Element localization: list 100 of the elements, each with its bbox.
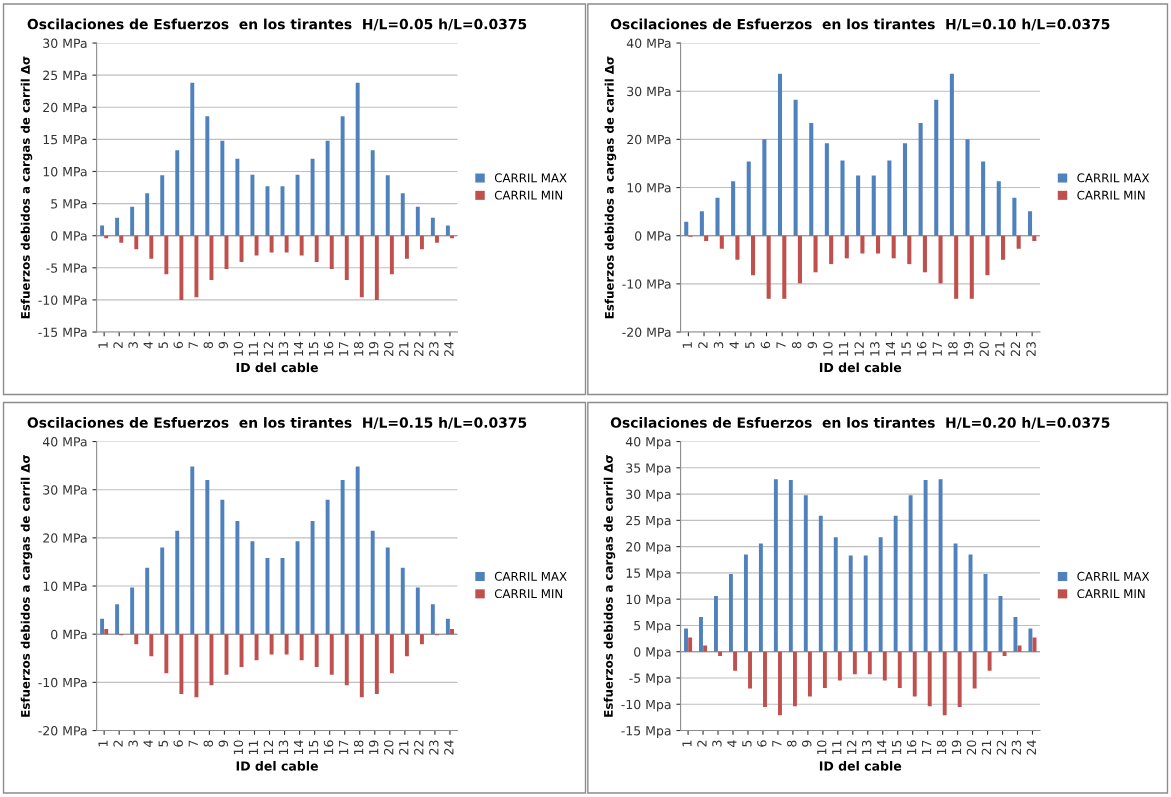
bar [684, 221, 689, 236]
x-tick-label: 7 [772, 740, 782, 747]
x-tick-label: 13 [861, 740, 872, 755]
y-tick-label: 40 MPa [42, 437, 87, 447]
bar [194, 634, 199, 698]
x-tick-label: 14 [293, 740, 304, 755]
x-tick-label: 23 [1011, 740, 1022, 755]
x-tick-label: 3 [128, 342, 138, 349]
bar [863, 555, 868, 652]
y-tick-label: 30 MPa [43, 38, 87, 48]
x-tick-label: 24 [1026, 740, 1036, 755]
bar [688, 637, 693, 652]
x-tick-label: 22 [414, 740, 424, 755]
bar [130, 587, 135, 635]
legend-label: CARRIL MAX [1077, 571, 1150, 581]
legend-label: CARRIL MIN [494, 190, 563, 200]
bar [871, 175, 876, 236]
bar [887, 160, 892, 236]
bar [715, 197, 720, 236]
x-axis-title: ID del cable [236, 362, 318, 373]
bar [445, 225, 450, 236]
bar [385, 547, 390, 635]
x-tick-label: 3 [128, 740, 138, 747]
bar [235, 158, 240, 236]
bar [848, 555, 853, 652]
y-tick-label: -10 Mpa [621, 699, 671, 712]
bar [175, 150, 180, 236]
y-tick-label: 25 Mpa [626, 515, 671, 528]
y-tick-label: -5 Mpa [629, 673, 671, 686]
bar [329, 235, 334, 270]
bar [728, 573, 733, 652]
x-tick-label: 11 [248, 342, 258, 356]
bar [777, 73, 783, 236]
x-tick-label: 9 [807, 341, 818, 349]
y-tick-label: 0 MPa [51, 231, 87, 241]
x-tick-label: 13 [278, 342, 289, 356]
bar [897, 651, 902, 688]
x-tick-label: 23 [429, 342, 439, 357]
bar [190, 466, 195, 635]
bar [965, 139, 970, 236]
x-tick-label: 20 [383, 341, 394, 357]
bar [735, 235, 740, 260]
x-tick-label: 6 [760, 341, 771, 349]
x-tick-label: 24 [444, 740, 454, 755]
x-tick-label: 14 [877, 740, 887, 755]
y-tick-label: 0 MPa [51, 629, 87, 640]
y-tick-label: 10 Mpa [626, 594, 671, 607]
bar [699, 211, 704, 236]
x-tick-label: 15 [308, 740, 319, 755]
bar [807, 651, 812, 697]
x-tick-label: 4 [143, 341, 153, 349]
bar [134, 235, 139, 250]
bar [400, 193, 405, 236]
bar [818, 515, 823, 652]
bar [179, 634, 184, 694]
x-tick-label: 11 [838, 342, 849, 356]
bar [450, 628, 454, 635]
bar [912, 651, 917, 697]
x-tick-label: 17 [932, 342, 942, 356]
bar [891, 235, 896, 259]
bar [1017, 645, 1022, 652]
y-tick-label: 10 MPa [43, 581, 87, 591]
bar [996, 181, 1001, 236]
bar [389, 634, 394, 674]
x-tick-label: 14 [293, 341, 304, 356]
bar [179, 235, 184, 300]
bar [957, 651, 962, 707]
bar [782, 235, 787, 299]
bar [954, 235, 959, 299]
bar [314, 235, 319, 263]
bar [718, 651, 723, 656]
bar [299, 634, 304, 661]
x-tick-label: 19 [951, 740, 962, 755]
bar [719, 235, 724, 249]
y-tick-label: 20 MPa [43, 102, 87, 113]
x-tick-label: 10 [823, 341, 833, 356]
bar [265, 186, 270, 236]
bar [746, 161, 751, 236]
x-tick-label: 19 [368, 341, 379, 356]
bar [778, 651, 782, 716]
x-tick-label: 2 [697, 740, 707, 747]
bar [969, 235, 974, 299]
bar [882, 651, 887, 681]
y-tick-label: 5 MPa [51, 199, 87, 209]
bar [419, 235, 424, 250]
x-tick-label: 1 [98, 342, 108, 348]
bar [902, 143, 908, 236]
x-tick-label: 16 [323, 740, 334, 755]
bar [115, 604, 120, 635]
bar [254, 634, 259, 661]
x-tick-label: 17 [339, 342, 349, 356]
y-tick-label: 25 MPa [43, 70, 87, 81]
x-tick-label: 19 [368, 740, 379, 755]
bar [743, 554, 748, 652]
bar [284, 235, 289, 253]
x-tick-label: 17 [921, 740, 932, 755]
x-tick-label: 3 [713, 342, 724, 349]
bar [359, 634, 364, 698]
y-tick-label: 35 Mpa [626, 463, 671, 476]
x-tick-label: 12 [263, 740, 273, 755]
